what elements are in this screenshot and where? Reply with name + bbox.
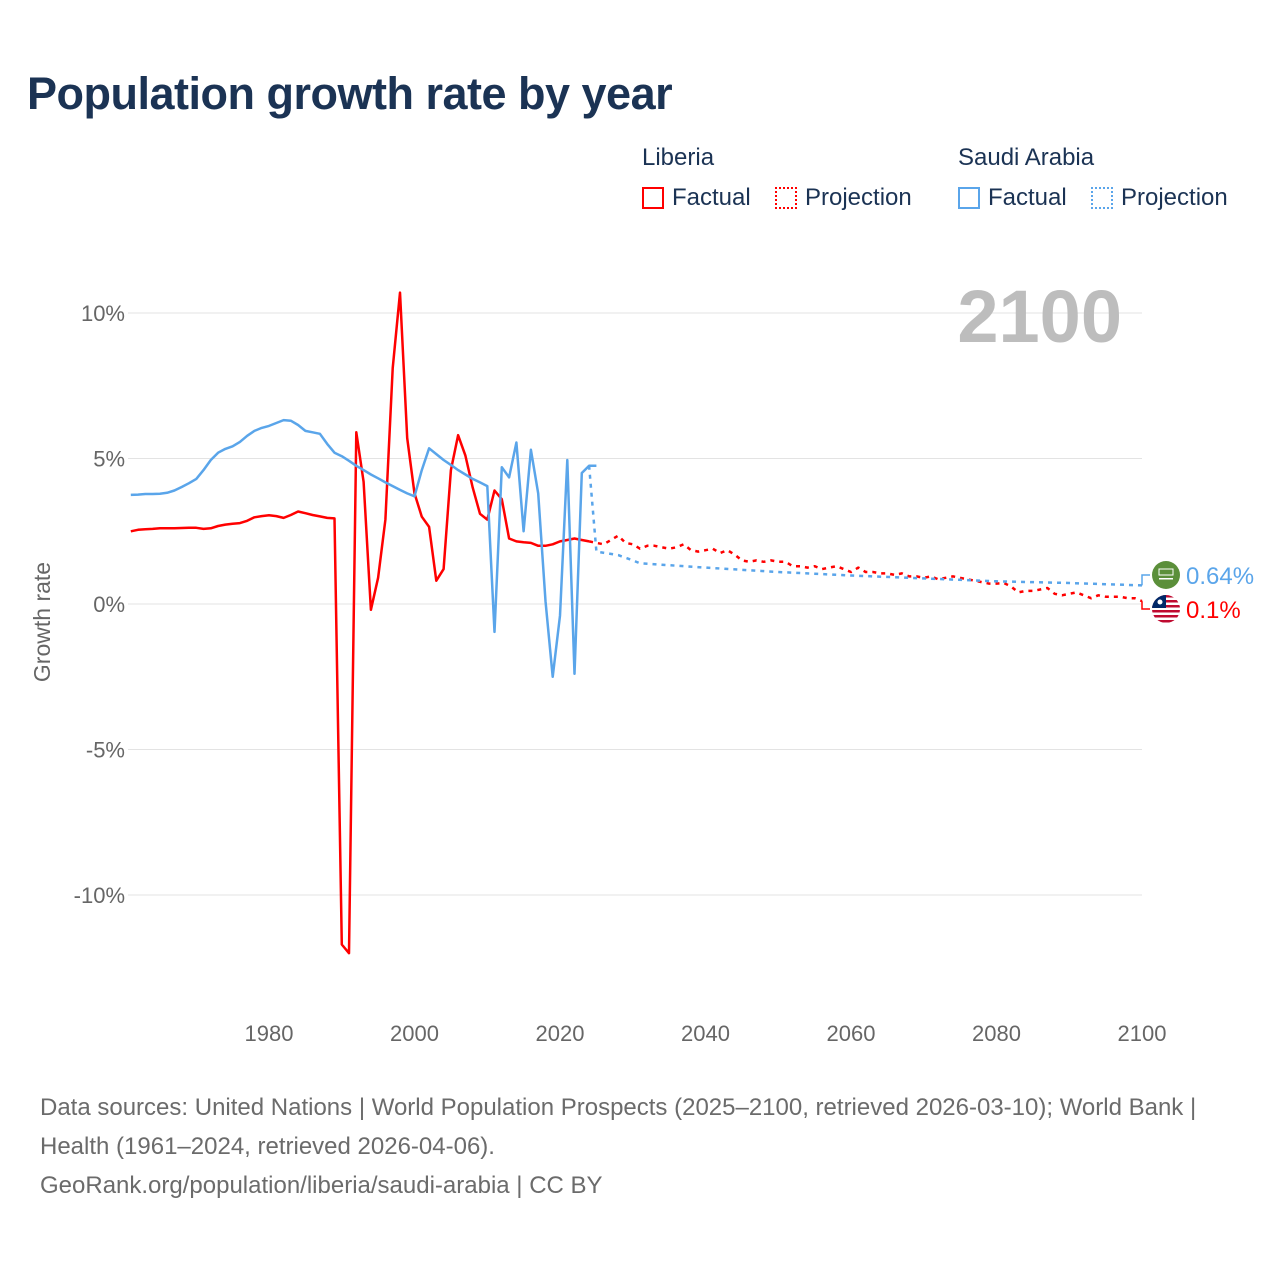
end-connector [1141,601,1150,610]
data-sources: Data sources: United Nations | World Pop… [40,1094,1197,1160]
legend-saudi-projection[interactable]: Projection [1091,184,1228,212]
y-axis-label: Growth rate [29,562,55,682]
y-tick-label: -5% [86,738,125,763]
credit-link[interactable]: GeoRank.org/population/liberia/saudi-ara… [40,1172,603,1199]
flag-stripe [1152,615,1180,618]
x-tick-label: 2020 [536,1021,585,1046]
flag-star [1157,599,1163,605]
end-value-label: 0.64% [1186,563,1254,590]
x-tick-label: 2080 [972,1021,1021,1046]
end-connector [1141,574,1150,586]
legend-group-label: Liberia [642,144,715,171]
solid-swatch-icon [642,187,664,209]
legend-group-label: Saudi Arabia [958,144,1095,171]
chart-title: Population growth rate by year [27,68,673,119]
legend-label: Factual [672,184,751,211]
x-tick-label: 2040 [681,1021,730,1046]
legend-liberia-factual[interactable]: Factual [642,184,751,212]
y-tick-label: 10% [81,301,125,326]
flag-script [1158,568,1174,576]
x-tick-label: 2100 [1118,1021,1167,1046]
series-liberia-projection [588,534,1143,603]
y-tick-label: 5% [93,447,125,472]
legend-liberia-projection[interactable]: Projection [775,184,912,212]
legend-label: Projection [805,184,912,211]
flag-sword [1159,578,1173,580]
y-tick-label: 0% [93,592,125,617]
current-year-label: 2100 [957,275,1122,358]
flag-body [1152,595,1180,623]
dotted-swatch-icon [1091,187,1113,209]
dotted-swatch-icon [775,187,797,209]
series-saudi-arabia-factual [130,418,597,679]
solid-swatch-icon [958,187,980,209]
flag-stripe [1152,620,1180,623]
end-value-label: 0.1% [1186,597,1241,624]
legend-label: Factual [988,184,1067,211]
flag-stripe [1152,610,1180,613]
footer: Data sources: United Nations | World Pop… [40,1088,1240,1205]
liberia-flag-icon [1152,595,1180,623]
saudi-arabia-flag-icon [1152,561,1180,589]
legend-saudi-factual[interactable]: Factual [958,184,1067,212]
x-tick-label: 2060 [827,1021,876,1046]
y-tick-label: -10% [74,883,125,908]
series-saudi-arabia-projection [587,465,1143,587]
x-tick-label: 1980 [245,1021,294,1046]
x-tick-label: 2000 [390,1021,439,1046]
legend-label: Projection [1121,184,1228,211]
series-liberia-factual [130,291,590,955]
